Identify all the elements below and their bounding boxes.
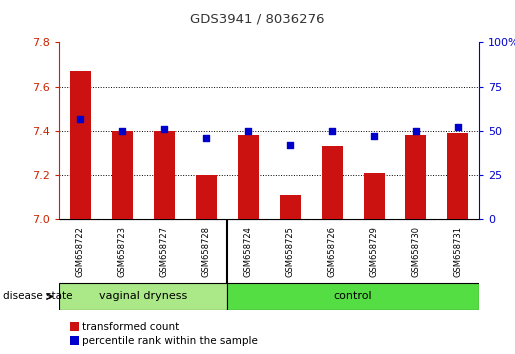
Text: GSM658730: GSM658730 — [411, 226, 420, 277]
Text: vaginal dryness: vaginal dryness — [99, 291, 187, 302]
Text: GSM658723: GSM658723 — [118, 226, 127, 277]
Text: GSM658731: GSM658731 — [454, 226, 462, 277]
Bar — [405, 136, 426, 219]
Text: control: control — [334, 291, 372, 302]
Text: disease state: disease state — [3, 291, 72, 302]
Text: GSM658725: GSM658725 — [286, 226, 295, 277]
Point — [160, 126, 168, 132]
Text: GSM658729: GSM658729 — [370, 226, 379, 277]
Bar — [321, 147, 342, 219]
Bar — [59, 283, 227, 310]
Point — [286, 142, 294, 148]
Text: GDS3941 / 8036276: GDS3941 / 8036276 — [190, 12, 325, 25]
Point — [328, 128, 336, 134]
Bar — [70, 322, 79, 331]
Text: GSM658728: GSM658728 — [202, 226, 211, 277]
Point — [370, 133, 378, 139]
Point — [412, 128, 420, 134]
Bar — [448, 133, 469, 219]
Point — [202, 135, 210, 141]
Text: transformed count: transformed count — [82, 322, 180, 332]
Bar — [196, 175, 217, 219]
Bar — [112, 131, 133, 219]
Bar — [70, 71, 91, 219]
Bar — [280, 195, 301, 219]
Bar — [153, 131, 175, 219]
Bar — [227, 283, 479, 310]
Text: GSM658722: GSM658722 — [76, 226, 84, 277]
Point — [454, 125, 462, 130]
Bar — [364, 173, 385, 219]
Text: percentile rank within the sample: percentile rank within the sample — [82, 336, 259, 346]
Text: GSM658726: GSM658726 — [328, 226, 336, 277]
Point — [76, 116, 84, 121]
Bar — [237, 136, 259, 219]
Text: GSM658727: GSM658727 — [160, 226, 168, 277]
Point — [244, 128, 252, 134]
Point — [118, 128, 126, 134]
Bar — [70, 336, 79, 345]
Text: GSM658724: GSM658724 — [244, 226, 252, 277]
